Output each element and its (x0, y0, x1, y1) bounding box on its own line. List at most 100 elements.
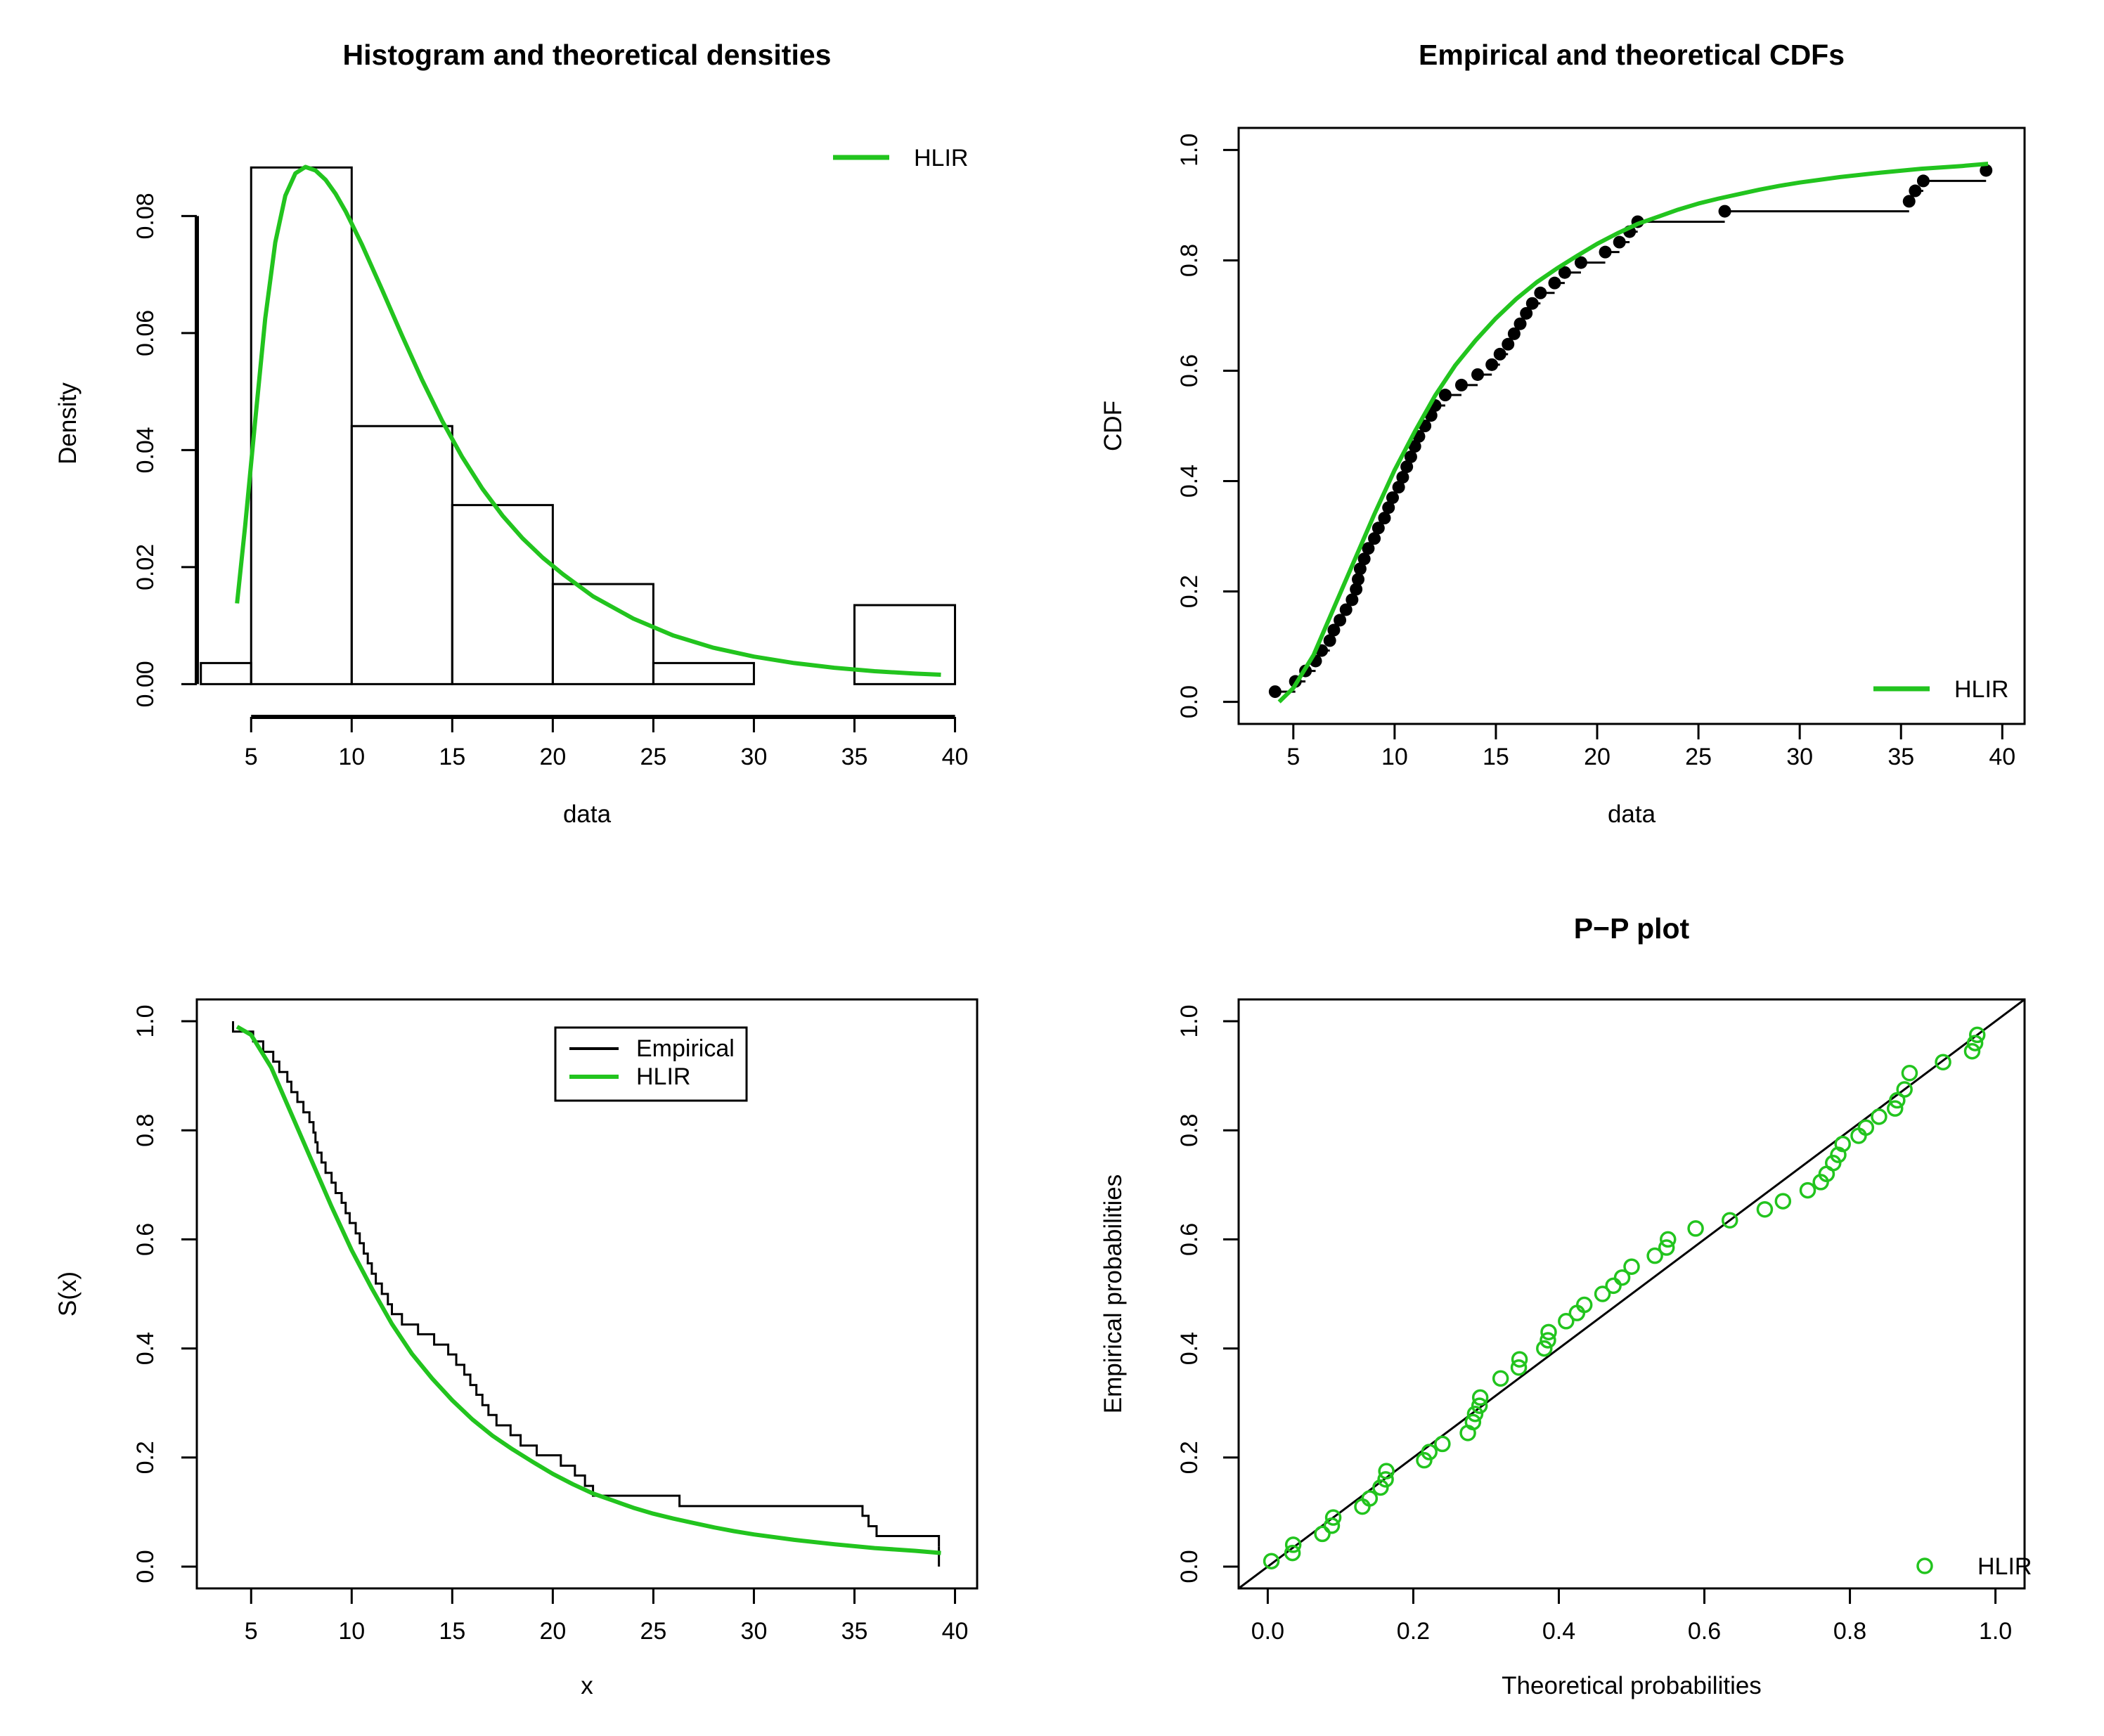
pp-point (1901, 1065, 1918, 1082)
y-tick-label: 0.6 (1176, 354, 1203, 387)
y-tick-label: 0.4 (1176, 465, 1203, 498)
ecdf-point (1362, 542, 1375, 555)
y-tick-label: 0.02 (132, 544, 159, 590)
x-tick-label: 20 (539, 1618, 566, 1645)
x-tick-label: 1.0 (1979, 1618, 2012, 1645)
plot-frame (1237, 127, 2026, 725)
pp-point (1284, 1544, 1301, 1562)
x-tick-label: 30 (741, 1618, 768, 1645)
x-tick-label: 40 (942, 1618, 969, 1645)
pp-point (1646, 1247, 1663, 1264)
y-tick-label: 0.2 (1176, 575, 1203, 608)
y-tick-label: 0.8 (1176, 1114, 1203, 1147)
pp-point (1540, 1332, 1556, 1349)
ecdf-point (1382, 501, 1395, 514)
pp-point (1857, 1119, 1875, 1136)
y-tick-label: 0.4 (132, 1332, 159, 1365)
ecdf-point (1352, 573, 1365, 586)
x-tick-label: 25 (640, 744, 666, 770)
ecdf-point (1386, 491, 1399, 505)
y-tick-label: 0.08 (132, 193, 159, 239)
y-axis-label: Empirical probabilities (1099, 1174, 1127, 1413)
x-tick-label: 20 (539, 744, 566, 770)
pp-point (1799, 1181, 1816, 1199)
x-tick-label: 15 (439, 1618, 465, 1645)
pp-point (1834, 1135, 1851, 1153)
pp-point (1756, 1200, 1774, 1218)
pp-point (1963, 1042, 1981, 1060)
x-tick-label: 25 (1685, 744, 1712, 770)
ecdf-point (1372, 522, 1385, 535)
pp-point (1464, 1413, 1482, 1431)
plot-area (1268, 162, 1993, 704)
pp-point (1284, 1536, 1302, 1553)
y-tick-label: 0.6 (132, 1223, 159, 1256)
x-tick-label: 0.8 (1833, 1618, 1866, 1645)
y-tick-label: 0.04 (132, 427, 159, 473)
ecdf-point (1339, 603, 1353, 616)
legend-label: HLIR (914, 145, 968, 171)
panel-pp: P−P plot Theoretical probabilities Empiric… (1099, 912, 2032, 1699)
plot-area (200, 164, 957, 685)
y-tick-label: 0.2 (1176, 1441, 1203, 1474)
ecdf-point (1323, 634, 1336, 647)
pp-point (1966, 1035, 1984, 1051)
y-tick-label: 0.8 (132, 1114, 159, 1147)
pp-point (1421, 1444, 1438, 1460)
y-axis-label: Density (54, 382, 82, 465)
pp-point (1722, 1212, 1738, 1229)
x-tick-label: 20 (1584, 744, 1611, 770)
y-tick-label: 0.8 (1176, 244, 1203, 277)
ecdf-point (1438, 389, 1452, 402)
reference-line (1239, 999, 2025, 1588)
x-tick-label: 10 (338, 1618, 365, 1645)
ecdf-point (1718, 205, 1731, 218)
pp-point (1540, 1323, 1557, 1341)
histogram-bar (200, 661, 252, 685)
x-tick-label: 0.2 (1397, 1618, 1430, 1645)
legend-item: HLIR (1916, 1553, 2032, 1580)
pp-point (1935, 1054, 1951, 1070)
panel-density: Histogram and theoretical densities data D… (54, 39, 968, 828)
ecdf-point (1368, 532, 1381, 545)
y-tick-label: 0.00 (132, 661, 159, 707)
pp-point (1314, 1525, 1331, 1543)
legend-item: HLIR (569, 1063, 690, 1090)
pp-point (1613, 1269, 1631, 1286)
ecdf-point (1334, 614, 1347, 627)
legend-marker (1916, 1557, 1933, 1574)
ecdf-point (1357, 552, 1371, 566)
pp-point (1536, 1340, 1553, 1357)
ecdf-point (1613, 235, 1626, 249)
pp-point (1323, 1517, 1341, 1534)
x-tick-label: 0.0 (1251, 1618, 1284, 1645)
x-tick-label: 5 (245, 744, 258, 770)
x-tick-label: 10 (1381, 744, 1408, 770)
pp-point (1361, 1490, 1379, 1507)
ecdf-point (1345, 593, 1359, 607)
panel-cdf: Empirical and theoretical CDFs data CDF 5 10… (1099, 39, 2026, 828)
ecdf-point (1980, 164, 1993, 177)
pp-point (1575, 1296, 1593, 1314)
y-tick-label: 1.0 (1176, 134, 1203, 167)
panel-survival: x S(x) 5 10 15 20 25 30 35 40 0.0 0.2 0.4 0.6 0.8 1.0 Em… (54, 998, 979, 1699)
x-axis-label: data (1608, 801, 1656, 828)
x-tick-label: 40 (1989, 744, 2015, 770)
pp-point (1687, 1220, 1704, 1237)
histogram-bar (652, 661, 755, 685)
ecdf-point (1534, 286, 1547, 299)
x-tick-label: 25 (640, 1618, 666, 1645)
pp-point (1263, 1553, 1280, 1569)
ecdf-point (1514, 317, 1527, 330)
y-tick-label: 0.0 (132, 1550, 159, 1583)
x-tick-label: 35 (841, 1618, 868, 1645)
pp-point (1378, 1463, 1395, 1479)
y-tick-label: 0.0 (1176, 685, 1203, 718)
x-tick-label: 5 (1286, 744, 1300, 770)
histogram-bar (551, 583, 654, 685)
plot-area (231, 1021, 941, 1567)
density-curve-hlir (235, 164, 941, 677)
y-tick-label: 0.4 (1176, 1332, 1203, 1365)
